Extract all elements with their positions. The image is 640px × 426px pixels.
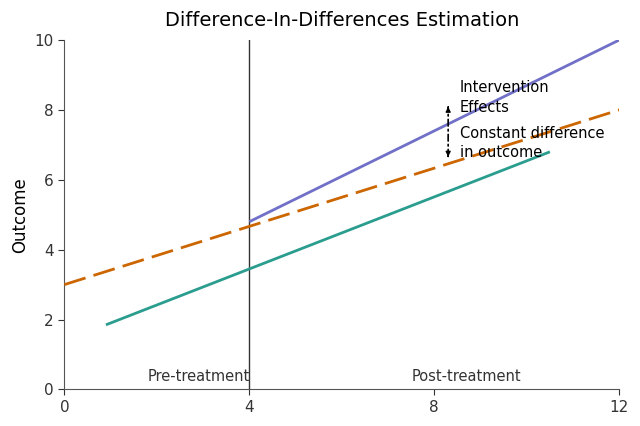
Title: Difference-In-Differences Estimation: Difference-In-Differences Estimation xyxy=(164,11,519,30)
Text: Constant difference
in outcome: Constant difference in outcome xyxy=(460,126,604,161)
Text: Intervention
Effects: Intervention Effects xyxy=(460,80,549,115)
Y-axis label: Outcome: Outcome xyxy=(11,177,29,253)
Text: Post-treatment: Post-treatment xyxy=(411,369,521,384)
Text: Pre-treatment: Pre-treatment xyxy=(148,369,250,384)
